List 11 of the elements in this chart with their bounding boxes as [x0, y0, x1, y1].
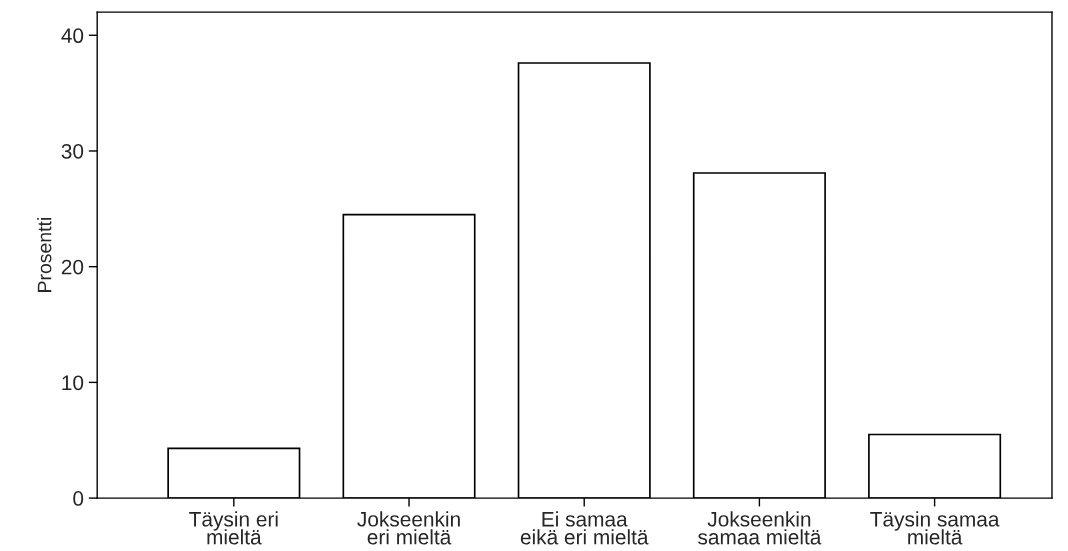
y-tick-label: 20 — [61, 259, 84, 275]
x-tick-label: Jokseenkin eri mieltä — [357, 511, 460, 545]
x-tick-label: Ei samaa eikä eri mieltä — [520, 511, 649, 545]
y-axis-title: Prosentti — [37, 218, 52, 292]
y-tick-label: 0 — [73, 491, 84, 506]
y-tick-label: 40 — [61, 28, 84, 44]
x-tick-label: Jokseenkin samaa mieltä — [698, 511, 822, 545]
y-tick-label: 10 — [62, 375, 84, 391]
x-tick-label: Täysin eri mieltä — [189, 511, 278, 545]
y-tick-label: 30 — [61, 143, 84, 159]
x-tick-label: Täysin samaa mieltä — [870, 511, 1000, 545]
